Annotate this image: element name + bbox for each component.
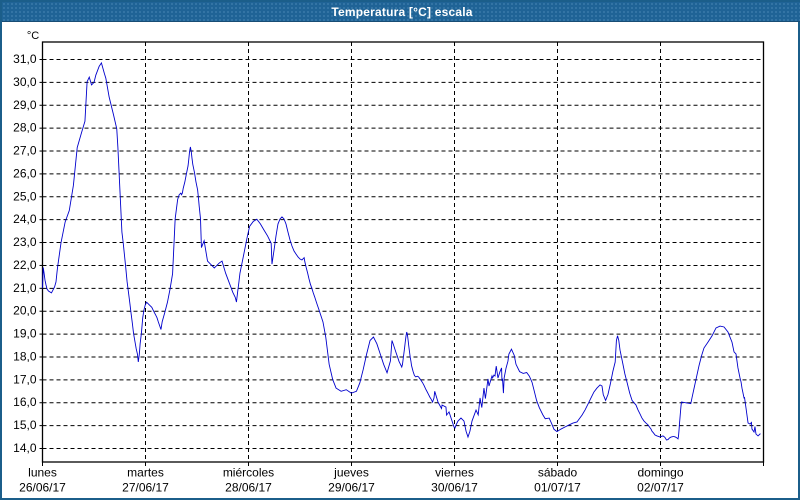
svg-text:02/07/17: 02/07/17: [637, 481, 684, 495]
svg-text:°C: °C: [27, 30, 39, 42]
svg-text:17,0: 17,0: [13, 372, 37, 386]
svg-text:24,0: 24,0: [13, 212, 37, 226]
svg-text:15,0: 15,0: [13, 418, 37, 432]
svg-text:31,0: 31,0: [13, 52, 37, 66]
svg-text:01/07/17: 01/07/17: [534, 481, 581, 495]
svg-text:30,0: 30,0: [13, 75, 37, 89]
svg-text:20,0: 20,0: [13, 304, 37, 318]
svg-text:martes: martes: [127, 466, 164, 480]
svg-text:16,0: 16,0: [13, 395, 37, 409]
svg-text:21,0: 21,0: [13, 281, 37, 295]
svg-text:23,0: 23,0: [13, 235, 37, 249]
svg-text:27/06/17: 27/06/17: [122, 481, 169, 495]
svg-text:30/06/17: 30/06/17: [431, 481, 478, 495]
svg-text:viernes: viernes: [435, 466, 474, 480]
svg-text:28/06/17: 28/06/17: [225, 481, 272, 495]
svg-text:sábado: sábado: [538, 466, 578, 480]
svg-text:domingo: domingo: [637, 466, 683, 480]
svg-text:26,0: 26,0: [13, 166, 37, 180]
svg-text:22,0: 22,0: [13, 258, 37, 272]
svg-text:19,0: 19,0: [13, 327, 37, 341]
svg-text:lunes: lunes: [28, 466, 57, 480]
svg-text:18,0: 18,0: [13, 349, 37, 363]
svg-text:27,0: 27,0: [13, 144, 37, 158]
svg-text:14,0: 14,0: [13, 441, 37, 455]
svg-text:miércoles: miércoles: [223, 466, 274, 480]
svg-text:29/06/17: 29/06/17: [328, 481, 375, 495]
svg-text:26/06/17: 26/06/17: [19, 481, 66, 495]
svg-text:29,0: 29,0: [13, 98, 37, 112]
svg-text:25,0: 25,0: [13, 189, 37, 203]
svg-text:28,0: 28,0: [13, 121, 37, 135]
svg-text:jueves: jueves: [333, 466, 369, 480]
